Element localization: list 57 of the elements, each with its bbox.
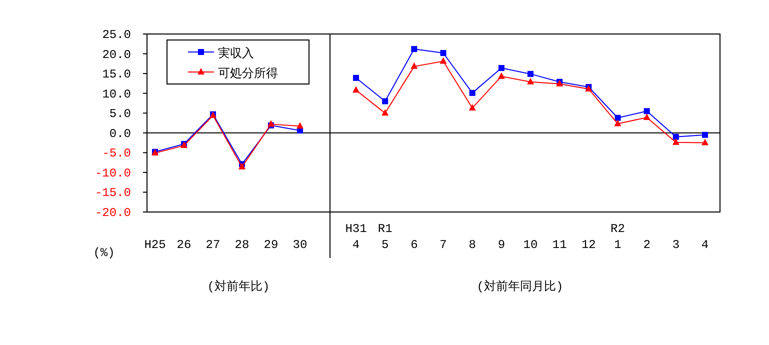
point [382, 109, 389, 116]
x-tick-label: 26 [176, 238, 192, 252]
point [410, 62, 418, 69]
y-tick-label: 10.0 [102, 87, 131, 102]
point [644, 108, 650, 114]
legend-label: 可処分所得 [218, 67, 278, 81]
point [672, 138, 680, 145]
point [352, 86, 360, 93]
point [528, 70, 534, 77]
point [672, 134, 679, 140]
text: (対前年比) [207, 279, 270, 294]
point [643, 113, 650, 120]
x-tick-label: 2 [643, 238, 650, 252]
y-tick-label: -5.0 [102, 146, 131, 161]
x-tick-label: H31 4 [345, 222, 367, 252]
y-tick-label: 20.0 [102, 48, 131, 62]
point [527, 78, 534, 84]
point [702, 132, 708, 138]
x-tick-label: 27 [206, 238, 220, 252]
point [468, 104, 476, 110]
x-tick-label: 7 [440, 238, 447, 252]
point [498, 65, 504, 72]
point [382, 98, 388, 104]
legend-label: 実収入 [218, 46, 254, 61]
x-tick-label: 6 [410, 238, 418, 252]
y-axis-title: (%) [93, 246, 115, 260]
point [440, 57, 447, 64]
x-tick-label: 3 [672, 238, 680, 252]
x-tick-label: 29 [264, 238, 278, 252]
y-tick-label: 25.0 [102, 28, 131, 42]
y-tick-label: 15.0 [102, 68, 131, 82]
point [498, 72, 505, 79]
y-tick-label: -15.0 [94, 186, 131, 200]
x-tick-label: R1 5 [378, 222, 392, 252]
text: (対前年同月比) [476, 279, 564, 294]
x-tick-label: 9 [498, 238, 506, 252]
x-tick-label: H25 [144, 238, 166, 252]
x-tick-label: 12 [581, 238, 596, 252]
x-tick-label: 10 [523, 238, 538, 252]
x-tick-label: 30 [292, 238, 308, 252]
point [469, 90, 476, 96]
point [440, 50, 446, 56]
x-tick-label: 8 [468, 238, 476, 252]
y-tick-label: 5.0 [109, 107, 131, 122]
point [614, 120, 622, 126]
y-tick-label: 0.0 [109, 126, 131, 141]
point [353, 74, 359, 81]
x-tick-label: 11 [552, 238, 567, 252]
x-tick-label: 4 [701, 238, 709, 252]
x-tick-label: 28 [234, 238, 250, 252]
y-tick-label: -10.0 [94, 166, 131, 180]
point [702, 138, 708, 146]
x-tick-label: R2 1 [610, 222, 625, 252]
y-tick-label: -20.0 [94, 206, 131, 220]
point [411, 46, 418, 52]
point [614, 114, 621, 121]
point [296, 122, 304, 129]
